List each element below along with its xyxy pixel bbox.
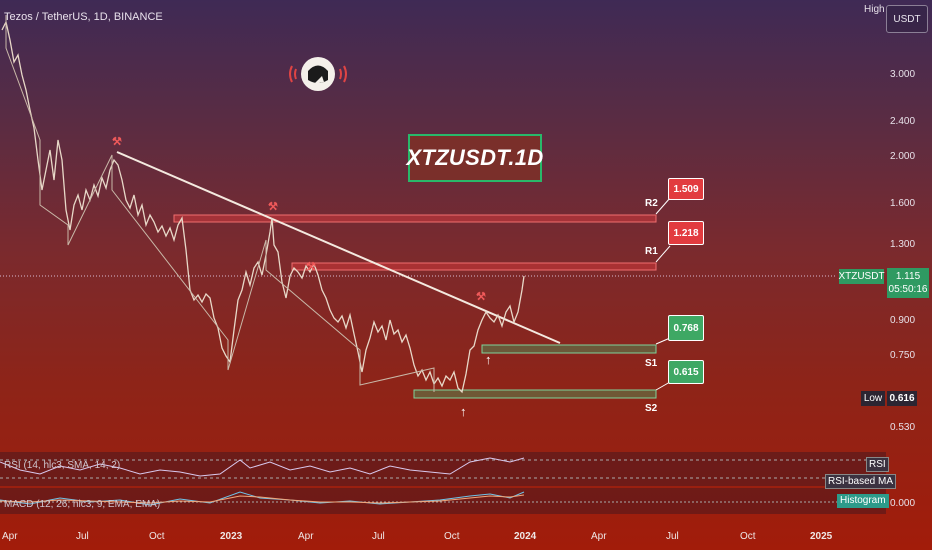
logo-icon [289, 57, 347, 91]
r2-value-badge[interactable]: 1.509 [668, 178, 704, 200]
rsi-tag: RSI [866, 457, 889, 472]
pivot-marker-icon: ⚒ [112, 136, 122, 148]
x-tick: Apr [2, 531, 18, 542]
current-price-tag: 1.115 05:50:16 [887, 268, 929, 298]
s1-zone [481, 344, 657, 354]
currency-unit-button[interactable]: USDT [886, 5, 928, 33]
s1-value-badge[interactable]: 0.768 [668, 315, 704, 341]
current-symbol-tag: XTZUSDT [838, 269, 885, 284]
low-label: Low [861, 391, 885, 406]
bar-countdown: 05:50:16 [888, 284, 928, 295]
r1-zone [291, 262, 657, 271]
high-label: High [864, 4, 885, 15]
histogram-tag: Histogram [837, 494, 889, 508]
r2-connector [655, 197, 671, 215]
arrow-up-icon: ↑ [485, 352, 492, 367]
symbol-title: Tezos / TetherUS, 1D, BINANCE [4, 11, 163, 23]
x-tick: Oct [444, 531, 460, 542]
rsi-indicator-label[interactable]: RSI (14, hlc3, SMA, 14, 2) [4, 460, 121, 471]
x-tick: Jul [372, 531, 385, 542]
r1-value-badge[interactable]: 1.218 [668, 221, 704, 245]
macd-zero-tick: 0.000 [890, 498, 916, 509]
current-price: 1.115 [895, 271, 921, 282]
low-value: 0.616 [887, 391, 917, 406]
s2-zone [413, 389, 657, 399]
price-wicks [5, 15, 435, 392]
y-tick: 0.530 [890, 422, 916, 433]
price-candles [1, 20, 525, 394]
x-tick: 2023 [220, 531, 243, 542]
ticker-watermark: XTZUSDT.1D [406, 134, 544, 182]
pivot-marker-icon: ⚒ [268, 201, 278, 213]
ticker-watermark-text: XTZUSDT.1D [406, 145, 544, 170]
y-tick: 0.900 [890, 315, 916, 326]
macd-indicator-label[interactable]: MACD (12, 26, hlc3, 9, EMA, EMA) [4, 499, 161, 510]
arrow-up-icon: ↑ [460, 404, 467, 419]
y-tick: 3.000 [890, 69, 916, 80]
pivot-marker-icon: ⚒ [476, 291, 486, 303]
r2-zone [173, 214, 657, 223]
y-tick: 0.750 [890, 350, 916, 361]
y-tick: 1.300 [890, 239, 916, 250]
r2-label: R2 [645, 198, 658, 209]
y-tick: 2.400 [890, 116, 916, 127]
x-tick: 2025 [810, 531, 833, 542]
y-tick: 2.000 [890, 151, 916, 162]
s2-label: S2 [645, 403, 658, 414]
x-tick: Jul [76, 531, 89, 542]
pivot-marker-icon: ⚒ [306, 261, 316, 273]
y-tick: 1.600 [890, 198, 916, 209]
macd-signal [0, 494, 525, 504]
rsi-pane [0, 452, 886, 486]
x-tick: Oct [149, 531, 165, 542]
r1-label: R1 [645, 246, 658, 257]
x-tick: Apr [298, 531, 314, 542]
rsi-ma-tag: RSI-based MA [825, 474, 897, 489]
x-tick: 2024 [514, 531, 537, 542]
s1-label: S1 [645, 358, 658, 369]
r1-connector [655, 245, 671, 263]
s2-connector [655, 381, 671, 391]
x-tick: Oct [740, 531, 756, 542]
s2-value-badge[interactable]: 0.615 [668, 360, 704, 384]
x-tick: Apr [591, 531, 607, 542]
rsi-line [0, 457, 525, 477]
s1-connector [655, 337, 671, 345]
x-tick: Jul [666, 531, 679, 542]
